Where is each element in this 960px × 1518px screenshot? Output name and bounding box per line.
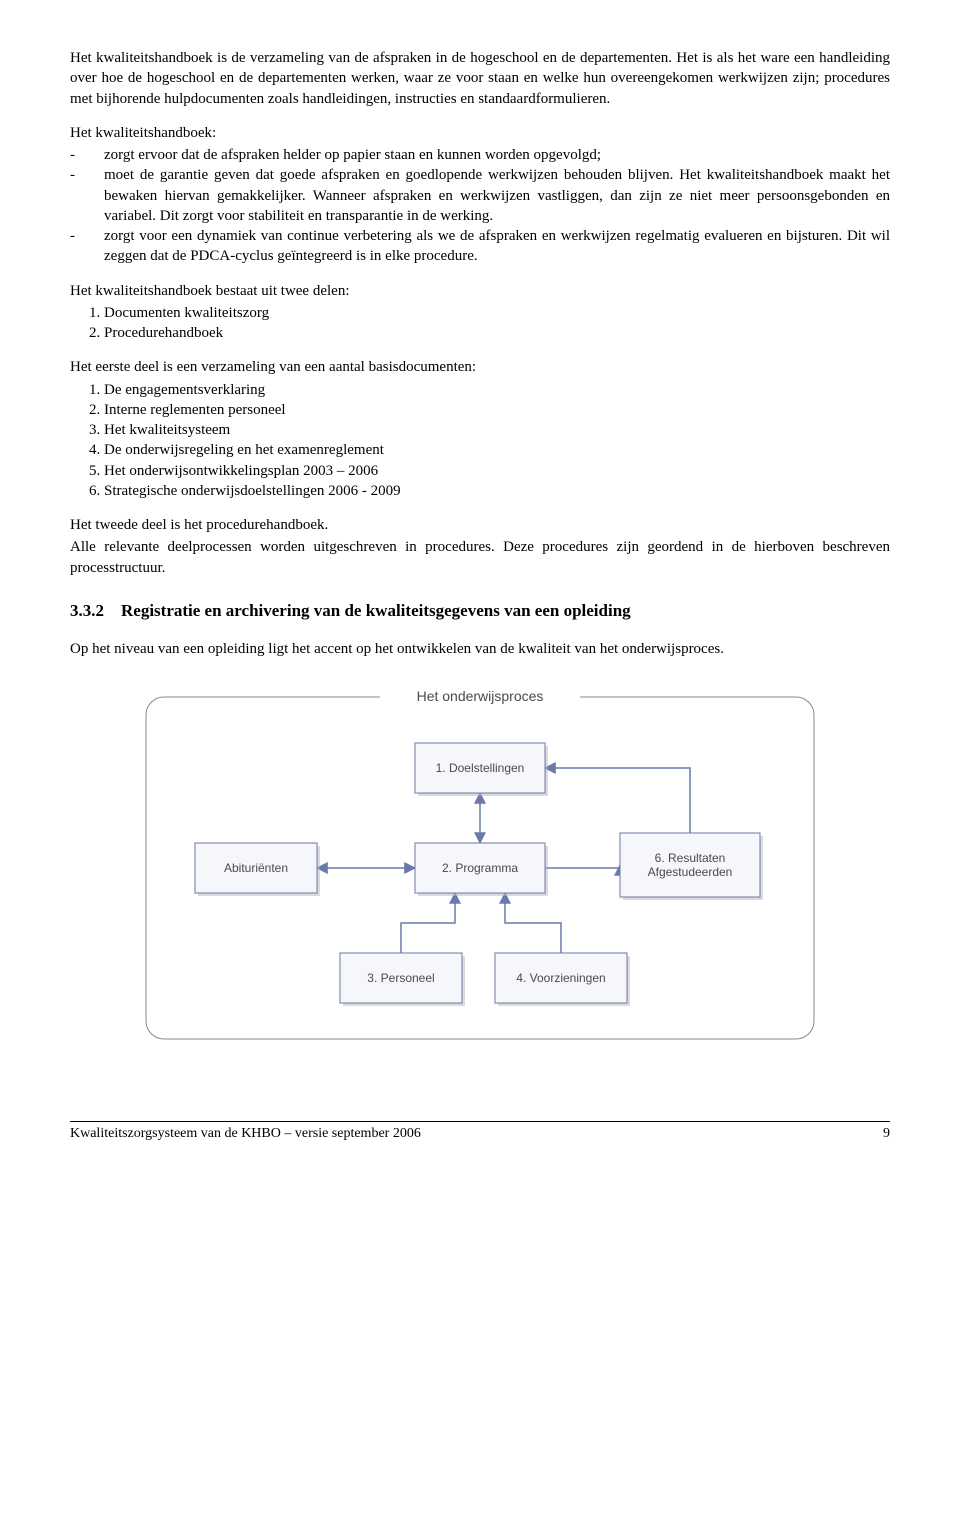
parts-list-item: Documenten kwaliteitszorg (104, 303, 890, 323)
docs-list: De engagementsverklaringInterne reglemen… (70, 380, 890, 502)
parts-list: Documenten kwaliteitszorgProcedurehandbo… (70, 303, 890, 344)
page-content: Het kwaliteitshandboek is de verzameling… (0, 0, 960, 1121)
docs-list-item: Het kwaliteitsysteem (104, 420, 890, 440)
docs-lead: Het eerste deel is een verzameling van e… (70, 357, 890, 377)
intro-p1: Het kwaliteitshandboek is de verzameling… (70, 48, 890, 109)
diagram-node-label: 1. Doelstellingen (436, 761, 525, 775)
parts-list-item: Procedurehandboek (104, 323, 890, 343)
section-title: Registratie en archivering van de kwalit… (121, 601, 631, 620)
process-diagram: Het onderwijsproces 1. Doelstellingen Abit… (140, 673, 820, 1051)
handbook-bullet-item: zorgt voor een dynamiek van continue ver… (70, 226, 890, 267)
diagram-node-label: 2. Programma (442, 861, 518, 875)
docs-list-item: De engagementsverklaring (104, 380, 890, 400)
handbook-lead: Het kwaliteitshandboek: (70, 123, 890, 143)
handbook-bullets: zorgt ervoor dat de afspraken helder op … (70, 145, 890, 267)
docs-list-item: Interne reglementen personeel (104, 400, 890, 420)
diagram-node-label: Abituriënten (224, 861, 288, 875)
page-footer: Kwaliteitszorgsysteem van de KHBO – vers… (0, 1122, 960, 1144)
parts-lead: Het kwaliteitshandboek bestaat uit twee … (70, 281, 890, 301)
diagram-wrap: Het onderwijsproces 1. Doelstellingen Abit… (70, 673, 890, 1051)
footer-page-number: 9 (883, 1125, 890, 1144)
handbook-bullet-item: zorgt ervoor dat de afspraken helder op … (70, 145, 890, 165)
docs-list-item: Het onderwijsontwikkelingsplan 2003 – 20… (104, 461, 890, 481)
diagram-node-label: 4. Voorzieningen (516, 971, 605, 985)
docs-list-item: De onderwijsregeling en het examenreglem… (104, 440, 890, 460)
diagram-node-label: Afgestudeerden (648, 865, 733, 879)
handbook-bullet-item: moet de garantie geven dat goede afsprak… (70, 165, 890, 226)
process-diagram-svg: Het onderwijsproces 1. Doelstellingen Abit… (140, 673, 820, 1045)
section-heading: 3.3.2 Registratie en archivering van de … (70, 600, 890, 623)
diagram-node-label: 6. Resultaten (655, 851, 726, 865)
diagram-node-label: 3. Personeel (367, 971, 434, 985)
section-number: 3.3.2 (70, 601, 104, 620)
section-intro: Op het niveau van een opleiding ligt het… (70, 639, 890, 659)
docs-list-item: Strategische onderwijsdoelstellingen 200… (104, 481, 890, 501)
diagram-title: Het onderwijsproces (417, 688, 544, 704)
part2-a: Het tweede deel is het procedurehandboek… (70, 515, 890, 535)
footer-left: Kwaliteitszorgsysteem van de KHBO – vers… (70, 1125, 421, 1144)
part2-b: Alle relevante deelprocessen worden uitg… (70, 537, 890, 578)
